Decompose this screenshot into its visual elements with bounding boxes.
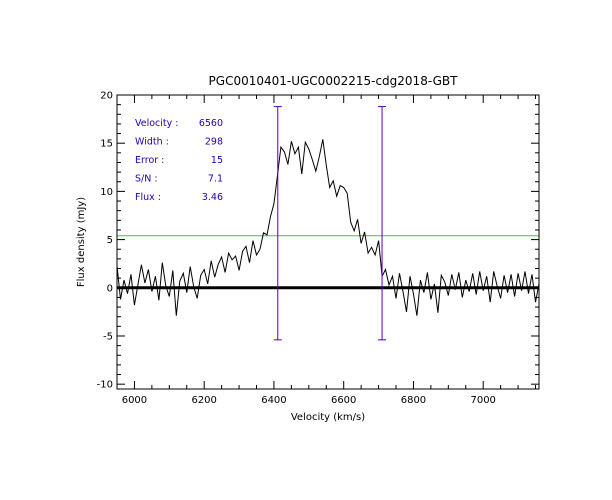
x-tick-label: 6800: [401, 395, 426, 406]
info-label: Error :: [135, 155, 164, 166]
x-axis-label: Velocity (km/s): [291, 412, 365, 423]
y-tick-label: -5: [103, 331, 113, 342]
y-tick-label: 10: [100, 187, 113, 198]
info-label: Width :: [135, 137, 169, 148]
x-tick-label: 6000: [122, 395, 147, 406]
info-value: 15: [211, 155, 223, 166]
info-value: 6560: [199, 118, 223, 129]
info-box: Velocity : 6560 Width : 298 Error : 15 S/N : 7.…: [135, 118, 223, 203]
plot-frame: [116, 94, 540, 390]
info-value: 3.46: [202, 192, 223, 203]
y-tick-label: 15: [100, 139, 113, 150]
chart-title: PGC0010401-UGC0002215-cdg2018-GBT: [209, 74, 459, 88]
info-label: Flux :: [135, 192, 161, 203]
x-tick-label: 6200: [191, 395, 216, 406]
y-tick-label: -10: [97, 380, 113, 391]
y-tick-label: 20: [100, 91, 113, 102]
info-value: 7.1: [208, 174, 223, 185]
x-tick-label: 6600: [331, 395, 356, 406]
info-value: 298: [205, 137, 223, 148]
x-tick-label: 7000: [470, 395, 495, 406]
y-tick-label: 0: [107, 283, 113, 294]
x-tick-label: 6400: [261, 395, 286, 406]
y-tick-label: 5: [107, 235, 113, 246]
info-label: S/N :: [135, 174, 158, 185]
info-label: Velocity :: [135, 118, 179, 129]
plot-area: 6000 6200 6400 6600 6800 7000 -10 -5 0 5 10 15 20: [97, 91, 540, 406]
y-axis-label: Flux density (mJy): [76, 197, 87, 287]
